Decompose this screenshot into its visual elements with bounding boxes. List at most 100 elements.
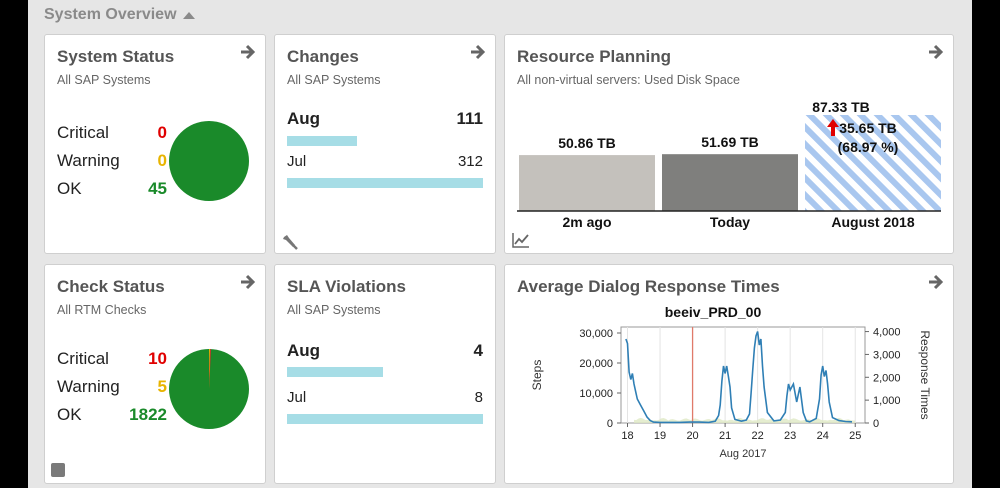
- bar-label-jul: Jul: [287, 153, 307, 170]
- status-count: 0: [157, 123, 167, 142]
- card-title: Check Status: [57, 277, 165, 296]
- status-label: OK: [57, 405, 82, 424]
- card-subtitle: All SAP Systems: [57, 73, 151, 87]
- system-status-card: System Status All SAP Systems Critical 0 …: [44, 34, 266, 254]
- card-subtitle: All SAP Systems: [287, 303, 381, 317]
- disk-space-bar-chart: 2m ago 50.86 TB Today 51.69 TB August 2018 8…: [517, 99, 941, 230]
- status-pie-chart[interactable]: [167, 119, 251, 203]
- bar-label-aug: Aug: [287, 341, 321, 360]
- bar-jul[interactable]: [287, 178, 483, 188]
- y2-axis-label: Response Times: [918, 330, 932, 419]
- status-row-critical: Critical 0: [57, 123, 167, 143]
- data-label: 51.69 TB: [701, 134, 759, 150]
- card-title: Changes: [287, 47, 359, 66]
- trend-chart-icon[interactable]: [511, 231, 531, 249]
- status-count: 1822: [129, 405, 167, 424]
- y2-tick-label: 1,000: [873, 395, 901, 407]
- x-tick-label: 18: [621, 430, 633, 442]
- x-tick-label: 22: [752, 430, 764, 442]
- status-count: 10: [148, 349, 167, 368]
- status-label: Critical: [57, 123, 109, 142]
- x-tick-label: 20: [686, 430, 698, 442]
- y-tick-label: 30,000: [579, 328, 613, 340]
- bar-today[interactable]: [662, 154, 798, 211]
- check-status-card: Check Status All RTM Checks Critical 10 W…: [44, 264, 266, 484]
- arrow-right-icon[interactable]: [927, 43, 945, 61]
- collapse-caret-icon[interactable]: [182, 12, 195, 19]
- data-label: 50.86 TB: [558, 135, 616, 151]
- x-tick-label: 19: [654, 430, 666, 442]
- card-title: Average Dialog Response Times: [517, 277, 780, 296]
- card-subtitle: All SAP Systems: [287, 73, 381, 87]
- bar-value-jul: 8: [474, 389, 483, 406]
- status-row-ok: OK 45: [57, 179, 167, 199]
- bar-2m-ago[interactable]: [519, 155, 655, 211]
- sla-violations-card: SLA Violations All SAP Systems Aug 4 Jul…: [274, 264, 496, 484]
- bar-value-aug: 111: [456, 109, 484, 128]
- y-tick-label: 0: [607, 418, 613, 430]
- changes-card: Changes All SAP Systems Aug 111 Jul 312: [274, 34, 496, 254]
- forecast-increase-label: 35.65 TB: [839, 120, 897, 136]
- arrow-right-icon[interactable]: [927, 273, 945, 291]
- y2-tick-label: 4,000: [873, 327, 901, 339]
- bar-jul[interactable]: [287, 414, 483, 424]
- y2-tick-label: 0: [873, 418, 879, 430]
- pie-slice-ok: [169, 121, 249, 201]
- card-subtitle: All non-virtual servers: Used Disk Space: [517, 73, 740, 87]
- status-label: Warning: [57, 377, 120, 396]
- status-label: OK: [57, 179, 82, 198]
- forecast-total-label: 87.33 TB: [812, 99, 870, 115]
- bar-aug[interactable]: [287, 136, 357, 146]
- forecast-percent-label: (68.97 %): [838, 139, 899, 155]
- category-label: August 2018: [831, 214, 914, 230]
- arrow-right-icon[interactable]: [239, 43, 257, 61]
- status-label: Critical: [57, 349, 109, 368]
- avg-dialog-response-card: Average Dialog Response Times beeiv_PRD_…: [504, 264, 954, 484]
- dashboard: System Overview System Status All SAP Sy…: [28, 0, 972, 488]
- card-subtitle: All RTM Checks: [57, 303, 147, 317]
- status-label: Warning: [57, 151, 120, 170]
- status-count: 5: [157, 377, 167, 396]
- pie-slice-warning: [209, 348, 210, 389]
- y2-tick-label: 2,000: [873, 372, 901, 384]
- status-row-ok: OK 1822: [57, 405, 167, 425]
- x-tick-label: 23: [784, 430, 796, 442]
- resource-planning-card: Resource Planning All non-virtual server…: [504, 34, 954, 254]
- steps-series-line[interactable]: [625, 331, 853, 424]
- increase-arrow-icon: [827, 119, 839, 136]
- category-label: 2m ago: [562, 214, 611, 230]
- arrow-right-icon[interactable]: [469, 43, 487, 61]
- section-title: System Overview: [44, 6, 177, 23]
- x-axis-label: Aug 2017: [719, 448, 766, 460]
- x-tick-label: 24: [817, 430, 829, 442]
- wrench-icon[interactable]: [281, 233, 299, 251]
- plot-area: [620, 326, 866, 424]
- y-tick-label: 20,000: [579, 358, 613, 370]
- bar-value-jul: 312: [457, 153, 483, 170]
- response-time-line-chart[interactable]: beeiv_PRD_00 0 10,000 20,000 30,000 0 1,000 2…: [505, 265, 953, 483]
- status-row-critical: Critical 10: [57, 349, 167, 369]
- status-count: 0: [157, 151, 167, 170]
- square-icon[interactable]: [51, 463, 65, 477]
- status-row-warning: Warning 0: [57, 151, 167, 171]
- y-tick-label: 10,000: [579, 388, 613, 400]
- section-header[interactable]: System Overview: [44, 6, 195, 24]
- bar-value-aug: 4: [473, 341, 483, 360]
- check-pie-chart[interactable]: [167, 347, 251, 431]
- bar-august-2018[interactable]: [805, 115, 941, 211]
- pie-slice-critical: [209, 349, 212, 389]
- arrow-right-icon[interactable]: [239, 273, 257, 291]
- bar-label-aug: Aug: [287, 109, 321, 128]
- y-axis-label: Steps: [530, 360, 544, 391]
- chart-title: beeiv_PRD_00: [665, 304, 762, 320]
- x-tick-label: 25: [849, 430, 861, 442]
- bar-aug[interactable]: [287, 367, 383, 377]
- category-label: Today: [710, 214, 750, 230]
- card-title: SLA Violations: [287, 277, 407, 296]
- card-title: Resource Planning: [517, 47, 671, 66]
- bar-label-jul: Jul: [287, 389, 307, 406]
- status-count: 45: [148, 179, 167, 198]
- status-row-warning: Warning 5: [57, 377, 167, 397]
- x-tick-label: 21: [719, 430, 731, 442]
- card-title: System Status: [57, 47, 175, 66]
